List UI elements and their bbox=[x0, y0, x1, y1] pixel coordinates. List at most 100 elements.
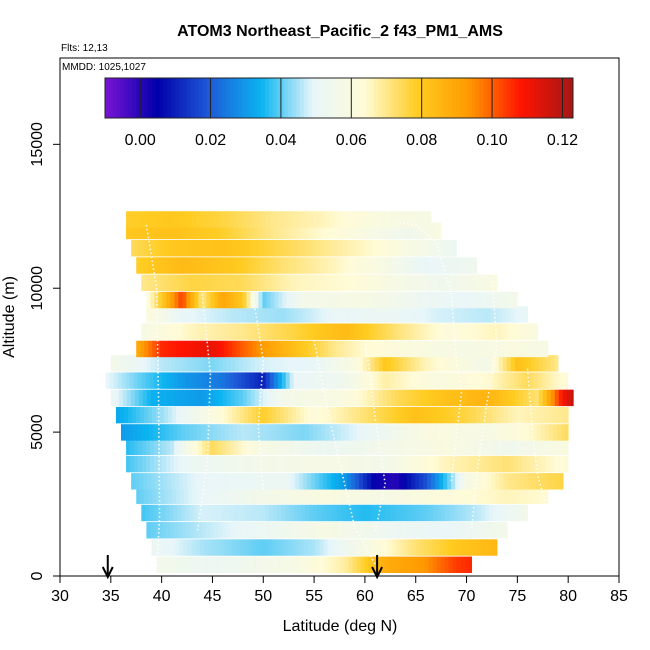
heat-cell bbox=[459, 473, 464, 490]
heat-cell bbox=[199, 406, 205, 424]
colorbar-swatch bbox=[370, 78, 375, 118]
heat-cell bbox=[371, 240, 376, 257]
heat-cell bbox=[403, 473, 408, 490]
heat-cell bbox=[181, 504, 186, 522]
heat-cell bbox=[462, 306, 467, 323]
heat-cell bbox=[362, 222, 367, 240]
heat-cell bbox=[504, 424, 510, 441]
heat-cell bbox=[448, 257, 453, 274]
heat-cell bbox=[374, 222, 379, 240]
heat-cell bbox=[246, 355, 252, 372]
heat-cell bbox=[388, 340, 393, 358]
heat-cell bbox=[251, 539, 256, 556]
heat-cell bbox=[279, 473, 284, 490]
heat-cell bbox=[219, 240, 224, 257]
heat-cell bbox=[263, 406, 269, 424]
heat-cell bbox=[310, 389, 316, 407]
colorbar-swatch bbox=[342, 78, 348, 118]
heat-cell bbox=[398, 222, 403, 240]
heat-cell bbox=[386, 522, 391, 539]
heat-cell bbox=[186, 355, 192, 372]
heat-cell bbox=[187, 240, 192, 257]
heat-cell bbox=[245, 323, 250, 340]
heat-cell bbox=[208, 257, 213, 274]
heat-cell bbox=[150, 389, 156, 407]
heat-cell bbox=[309, 372, 315, 389]
heat-cell bbox=[154, 291, 159, 309]
heat-cell bbox=[396, 257, 401, 274]
heat-cell bbox=[328, 487, 333, 504]
heat-cell bbox=[161, 274, 166, 291]
heat-cell bbox=[290, 389, 296, 407]
heat-cell bbox=[242, 455, 247, 473]
heat-cell bbox=[185, 372, 191, 389]
heat-cell bbox=[150, 355, 156, 372]
heat-cell bbox=[305, 504, 310, 522]
heat-cell bbox=[200, 340, 205, 358]
heat-cell bbox=[426, 306, 431, 323]
heat-cell bbox=[511, 473, 516, 490]
colorbar-swatch bbox=[190, 78, 196, 118]
heat-cell bbox=[515, 473, 520, 490]
heat-cell bbox=[376, 424, 382, 441]
heat-cell bbox=[410, 291, 415, 309]
heat-cell bbox=[250, 306, 255, 323]
colorbar-swatch bbox=[339, 78, 344, 118]
heat-cell bbox=[527, 406, 533, 424]
heat-cell bbox=[342, 522, 347, 539]
heat-cell bbox=[135, 240, 140, 257]
heat-cell bbox=[537, 323, 539, 340]
heat-cell bbox=[203, 473, 208, 490]
heat-cell bbox=[330, 291, 335, 309]
heat-cell bbox=[389, 372, 395, 389]
heat-cell bbox=[185, 323, 190, 340]
heat-cell bbox=[342, 438, 347, 456]
heat-cell bbox=[192, 340, 197, 358]
heat-cell bbox=[298, 291, 303, 309]
heat-cell bbox=[264, 487, 269, 504]
heat-cell bbox=[444, 340, 449, 358]
heat-cell bbox=[248, 257, 253, 274]
heat-cell bbox=[257, 372, 263, 389]
heat-cell bbox=[534, 455, 539, 473]
heat-cell bbox=[374, 522, 379, 539]
heat-cell bbox=[414, 522, 419, 539]
heat-cell bbox=[410, 306, 415, 323]
heat-cell bbox=[204, 257, 209, 274]
heat-cell bbox=[146, 291, 151, 309]
heat-cell bbox=[524, 424, 530, 441]
heat-cell bbox=[439, 406, 445, 424]
heat-cell bbox=[526, 389, 532, 407]
heat-cell bbox=[517, 504, 522, 522]
heat-cell bbox=[181, 372, 187, 389]
heat-cell bbox=[410, 438, 415, 456]
heat-cell bbox=[208, 487, 213, 504]
heat-cell bbox=[386, 389, 392, 407]
heat-cell bbox=[402, 438, 407, 456]
heat-cell bbox=[474, 438, 479, 456]
heat-cell bbox=[278, 222, 283, 240]
heat-cell bbox=[122, 389, 128, 407]
heat-cell bbox=[228, 556, 233, 574]
heat-cell bbox=[310, 211, 315, 228]
colorbar-swatch bbox=[120, 78, 125, 118]
heat-cell bbox=[354, 211, 359, 228]
heat-cell bbox=[292, 487, 297, 504]
colorbar-swatch bbox=[257, 78, 262, 118]
heat-cell bbox=[399, 473, 404, 490]
heat-cell bbox=[237, 323, 242, 340]
heat-cell bbox=[251, 406, 257, 424]
heat-cell bbox=[135, 406, 141, 424]
heat-cell bbox=[304, 257, 309, 274]
heat-cell bbox=[372, 487, 377, 504]
heat-cell bbox=[401, 504, 406, 522]
heat-cell bbox=[482, 522, 487, 539]
heat-cell bbox=[328, 257, 333, 274]
heat-cell bbox=[382, 306, 387, 323]
heat-cell bbox=[126, 222, 131, 240]
heat-cell bbox=[256, 257, 261, 274]
heat-cell bbox=[310, 291, 315, 309]
heat-cell bbox=[446, 455, 451, 473]
heat-cell bbox=[406, 211, 411, 228]
heat-cell bbox=[295, 406, 301, 424]
